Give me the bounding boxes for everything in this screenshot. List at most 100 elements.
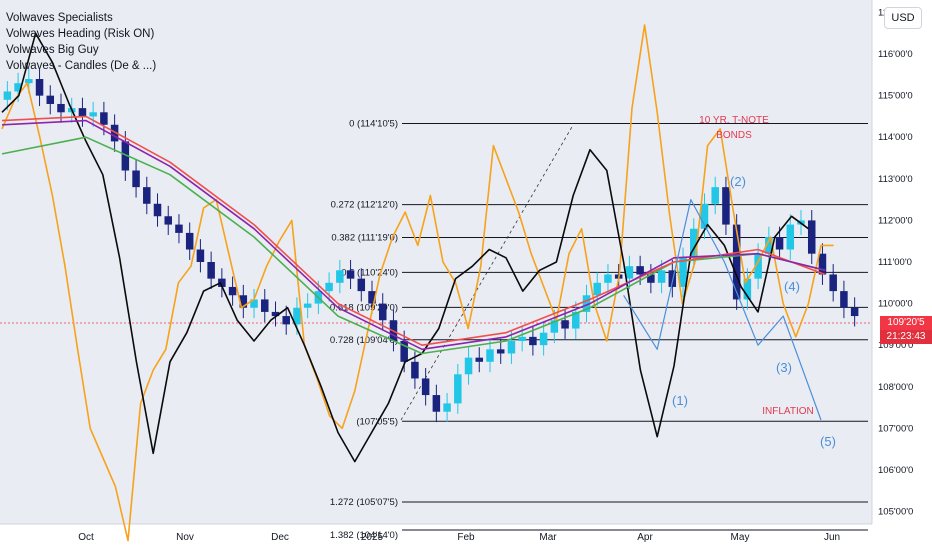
candle <box>496 349 505 354</box>
countdown-value: 21:23:43 <box>886 331 926 342</box>
y-tick-label: 105'00'0 <box>878 507 913 518</box>
indicator-item[interactable]: Volwaves - Candles (De & ...) <box>6 60 157 72</box>
candle <box>325 282 333 292</box>
x-tick-label: Jun <box>824 532 840 543</box>
indicator-item[interactable]: Volwaves Specialists <box>6 12 113 24</box>
chart-background <box>0 0 872 524</box>
indicator-legend: Volwaves Specialists Volwaves Heading (R… <box>6 10 156 74</box>
candle <box>582 295 591 312</box>
candle <box>421 378 430 396</box>
y-tick-label: 116'00'0 <box>878 49 913 60</box>
candle <box>432 395 441 412</box>
fib-label: 0.382 (111'19'0) <box>331 232 398 243</box>
candle <box>153 203 162 217</box>
y-tick-label: 109'00'0 <box>878 340 913 351</box>
candle <box>121 141 130 171</box>
candle <box>110 124 119 142</box>
current-price-tag: 109'20'5 <box>880 316 932 330</box>
candle <box>572 311 580 329</box>
y-tick-label: 110'00'0 <box>878 299 913 310</box>
y-tick-label: 108'00'0 <box>878 382 913 393</box>
candle <box>400 341 408 362</box>
candle <box>561 320 569 329</box>
candle <box>368 291 376 304</box>
candle <box>657 270 666 283</box>
fib-label: 0.272 (112'12'0) <box>331 200 398 211</box>
fib-label: 0 (114'10'5) <box>349 119 398 130</box>
y-tick-label: 115'00'0 <box>878 91 913 102</box>
candle <box>46 95 55 104</box>
inflation-label: INFLATION <box>762 406 813 417</box>
candle <box>486 349 494 362</box>
candle <box>143 187 151 204</box>
fib-label: 1.382 (104'14'0) <box>330 530 398 541</box>
candle <box>700 203 709 229</box>
candle <box>454 374 462 404</box>
candle <box>550 320 559 333</box>
title-line1: 10 YR. T-NOTE <box>699 115 769 126</box>
candle <box>604 274 612 283</box>
candle <box>25 79 33 84</box>
y-tick-label: 113'00'0 <box>878 174 913 185</box>
time-axis <box>0 524 872 550</box>
x-tick-label: Oct <box>78 532 94 543</box>
candle <box>228 286 237 296</box>
candle <box>840 291 848 308</box>
candle <box>293 307 301 325</box>
candle <box>336 270 344 283</box>
candle <box>775 237 784 250</box>
candle <box>185 232 194 250</box>
candle <box>732 224 741 300</box>
candle <box>690 228 698 258</box>
candle <box>850 307 859 317</box>
candle <box>411 361 419 379</box>
candle <box>443 403 451 412</box>
candle <box>35 79 44 96</box>
wave-label-5: (5) <box>820 434 836 449</box>
y-tick-label: 107'00'0 <box>878 423 913 434</box>
candle <box>743 278 752 300</box>
candle <box>786 224 795 250</box>
x-tick-label: May <box>731 532 750 543</box>
fib-label: 0.5 (110'24'0) <box>341 267 398 278</box>
indicator-item[interactable]: Volwaves Big Guy <box>6 44 99 56</box>
candle <box>175 224 183 233</box>
candle <box>593 282 601 296</box>
candle <box>250 299 258 308</box>
candle <box>164 216 172 225</box>
wave-label-4: (4) <box>784 279 800 294</box>
candle <box>378 303 387 321</box>
series-line-black <box>1 32 809 463</box>
candle <box>829 274 837 292</box>
fib-label: 0.618 (109'29'0) <box>330 302 398 313</box>
series-line-ma_green <box>1 136 826 355</box>
x-tick-label: Apr <box>637 532 653 543</box>
indicator-item[interactable]: Volwaves Heading (Risk ON) <box>6 28 155 40</box>
candle <box>282 316 290 325</box>
x-tick-label: Dec <box>271 532 289 543</box>
candle <box>271 311 280 317</box>
candle <box>261 299 269 312</box>
candle <box>518 336 526 342</box>
candle <box>647 274 655 283</box>
candle <box>132 170 140 188</box>
candle <box>529 336 537 346</box>
candle <box>218 278 226 287</box>
candle <box>464 357 473 375</box>
series-line-ma_purple <box>1 119 826 351</box>
candle <box>207 262 215 279</box>
candle <box>507 341 516 354</box>
candle <box>100 112 108 125</box>
x-tick-label: Feb <box>457 532 475 543</box>
candle <box>818 253 827 275</box>
projection-line <box>400 124 574 421</box>
candle <box>78 108 87 117</box>
currency-button[interactable]: USD <box>884 7 922 29</box>
series-line-wave <box>623 199 822 421</box>
candle <box>625 266 634 279</box>
candle <box>346 270 355 279</box>
candle <box>711 187 719 204</box>
series-line-ma_red <box>1 115 826 347</box>
candle <box>807 220 816 254</box>
